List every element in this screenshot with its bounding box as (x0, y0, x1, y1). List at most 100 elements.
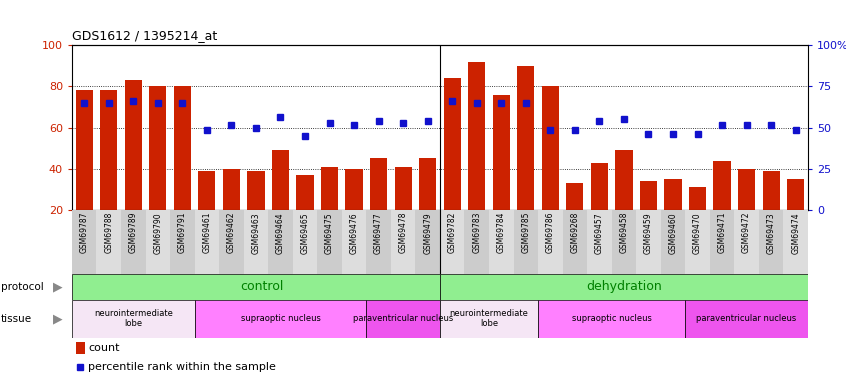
Text: GSM69787: GSM69787 (80, 212, 89, 254)
Bar (268, 210, 293, 274)
Text: count: count (89, 344, 120, 353)
Text: GSM69790: GSM69790 (153, 212, 162, 254)
Bar (342, 210, 366, 274)
Text: GSM69791: GSM69791 (178, 212, 187, 254)
Bar (710, 210, 734, 274)
Text: GSM69268: GSM69268 (570, 212, 580, 253)
Text: percentile rank within the sample: percentile rank within the sample (89, 362, 277, 372)
Text: GSM69461: GSM69461 (202, 212, 212, 254)
Bar (345, 169, 363, 210)
Text: supraoptic nucleus: supraoptic nucleus (240, 314, 321, 323)
Bar (121, 210, 146, 274)
Text: protocol: protocol (1, 282, 44, 292)
Bar (170, 210, 195, 274)
Bar (272, 150, 289, 210)
Bar (173, 86, 191, 210)
Text: control: control (240, 280, 283, 293)
Bar (689, 187, 706, 210)
Bar (222, 169, 240, 210)
Text: supraoptic nucleus: supraoptic nucleus (572, 314, 651, 323)
Bar (75, 342, 85, 354)
Text: GSM69784: GSM69784 (497, 212, 506, 254)
Text: GSM69785: GSM69785 (521, 212, 530, 254)
Text: GSM69477: GSM69477 (374, 212, 383, 254)
Text: GSM69459: GSM69459 (644, 212, 653, 254)
Bar (440, 300, 538, 338)
Bar (247, 171, 265, 210)
Bar (391, 210, 415, 274)
Bar (296, 175, 314, 210)
Bar (566, 183, 584, 210)
Bar (738, 169, 755, 210)
Text: GSM69479: GSM69479 (423, 212, 432, 254)
Bar (72, 210, 96, 274)
Bar (489, 210, 514, 274)
Text: GSM69457: GSM69457 (595, 212, 604, 254)
Text: ▶: ▶ (52, 280, 63, 293)
Text: GSM69475: GSM69475 (325, 212, 334, 254)
Bar (195, 300, 366, 338)
Text: GSM69462: GSM69462 (227, 212, 236, 254)
Text: GSM69476: GSM69476 (349, 212, 359, 254)
Text: neurointermediate
lobe: neurointermediate lobe (94, 309, 173, 328)
Bar (146, 210, 170, 274)
Bar (538, 210, 563, 274)
Text: paraventricular nucleus: paraventricular nucleus (353, 314, 453, 323)
Text: GSM69782: GSM69782 (448, 212, 457, 253)
Bar (100, 90, 118, 210)
Bar (440, 274, 808, 300)
Bar (219, 210, 244, 274)
Text: dehydration: dehydration (586, 280, 662, 293)
Bar (124, 80, 142, 210)
Bar (541, 86, 559, 210)
Bar (394, 166, 412, 210)
Text: GSM69471: GSM69471 (717, 212, 727, 254)
Bar (443, 78, 461, 210)
Bar (783, 210, 808, 274)
Bar (612, 210, 636, 274)
Text: GSM69472: GSM69472 (742, 212, 751, 254)
Text: GSM69470: GSM69470 (693, 212, 702, 254)
Text: GSM69788: GSM69788 (104, 212, 113, 253)
Bar (293, 210, 317, 274)
Bar (96, 210, 121, 274)
Text: GSM69458: GSM69458 (619, 212, 629, 254)
Text: neurointermediate
lobe: neurointermediate lobe (449, 309, 529, 328)
Bar (244, 210, 268, 274)
Bar (759, 210, 783, 274)
Bar (636, 210, 661, 274)
Text: GSM69465: GSM69465 (300, 212, 310, 254)
Text: GSM69789: GSM69789 (129, 212, 138, 254)
Bar (787, 179, 805, 210)
Bar (661, 210, 685, 274)
Text: GSM69463: GSM69463 (251, 212, 261, 254)
Text: GSM69473: GSM69473 (766, 212, 776, 254)
Bar (713, 160, 731, 210)
Bar (591, 163, 608, 210)
Bar (366, 210, 391, 274)
Bar (685, 210, 710, 274)
Bar (664, 179, 682, 210)
Text: tissue: tissue (1, 314, 32, 324)
Bar (762, 171, 780, 210)
Bar (563, 210, 587, 274)
Bar (440, 210, 464, 274)
Bar (366, 300, 440, 338)
Bar (415, 210, 440, 274)
Text: GSM69464: GSM69464 (276, 212, 285, 254)
Bar (317, 210, 342, 274)
Text: GSM69783: GSM69783 (472, 212, 481, 254)
Bar (75, 90, 93, 210)
Text: GSM69460: GSM69460 (668, 212, 678, 254)
Bar (72, 274, 440, 300)
Bar (195, 210, 219, 274)
Bar (464, 210, 489, 274)
Text: GSM69478: GSM69478 (398, 212, 408, 254)
Bar (615, 150, 633, 210)
Text: ▶: ▶ (52, 312, 63, 325)
Bar (538, 300, 685, 338)
Bar (72, 300, 195, 338)
Text: GSM69474: GSM69474 (791, 212, 800, 254)
Text: GSM69786: GSM69786 (546, 212, 555, 254)
Bar (468, 62, 486, 210)
